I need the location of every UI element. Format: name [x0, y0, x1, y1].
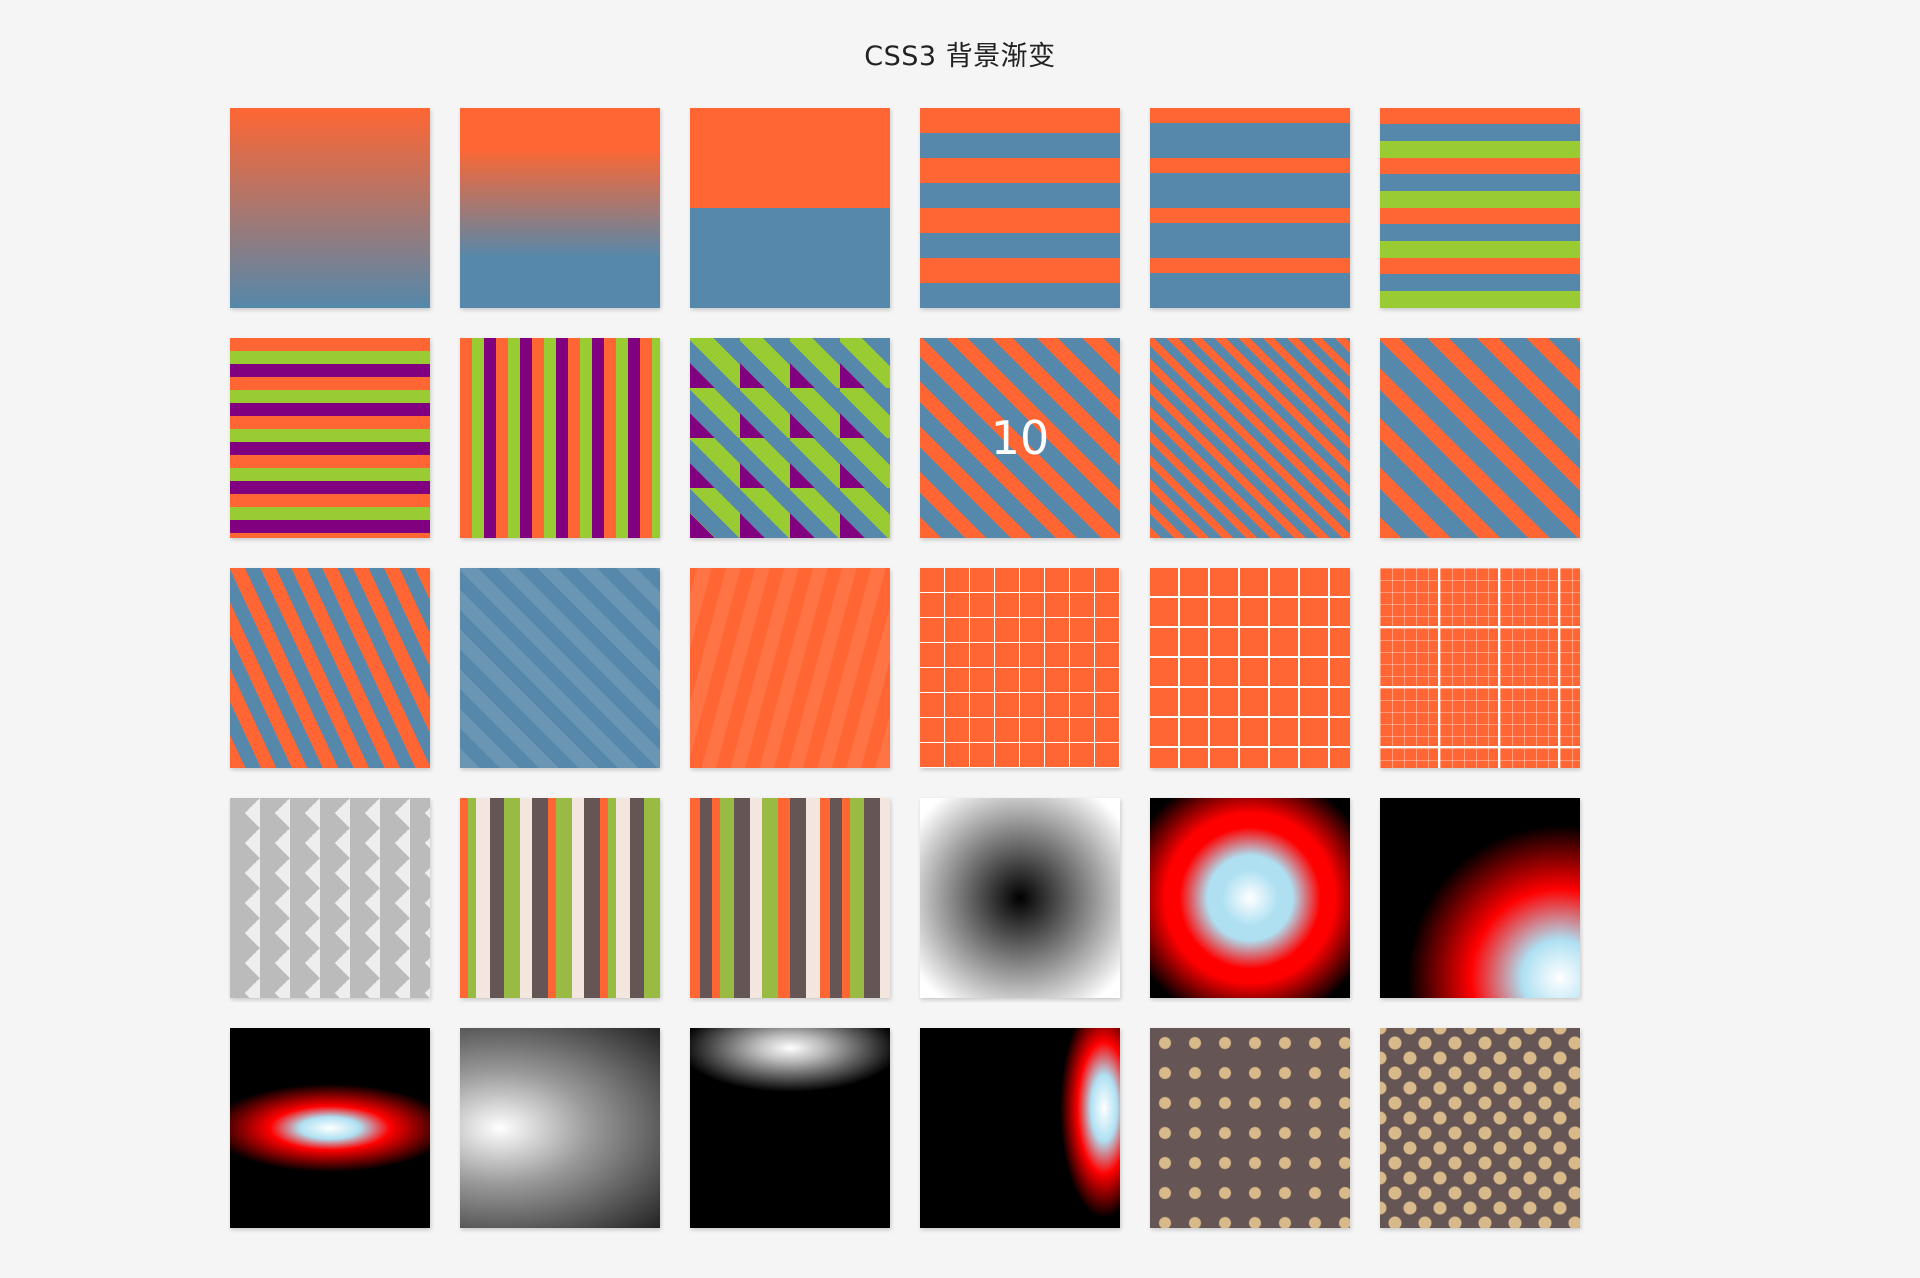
gradient-tile-18[interactable]: [1380, 568, 1580, 768]
gradient-tile-8[interactable]: [460, 338, 660, 538]
gradient-tile-21[interactable]: [690, 798, 890, 998]
gradient-tile-30[interactable]: [1380, 1028, 1580, 1228]
gradient-tile-26[interactable]: [460, 1028, 660, 1228]
gradient-tile-6[interactable]: [1380, 108, 1580, 308]
gradient-tile-5[interactable]: [1150, 108, 1350, 308]
gradient-tile-2[interactable]: [460, 108, 660, 308]
gradient-tile-16[interactable]: [920, 568, 1120, 768]
page-title: CSS3 背景渐变: [864, 41, 1056, 72]
gradient-tile-22[interactable]: [920, 798, 1120, 998]
gradient-tile-11[interactable]: [1150, 338, 1350, 538]
gradient-tile-12[interactable]: [1380, 338, 1580, 538]
gradient-tile-17[interactable]: [1150, 568, 1350, 768]
gradient-tile-1[interactable]: [230, 108, 430, 308]
gradient-tile-4[interactable]: [920, 108, 1120, 308]
gradient-tile-10[interactable]: 10: [920, 338, 1120, 538]
gradient-tile-23[interactable]: [1150, 798, 1350, 998]
gradient-tile-14[interactable]: [460, 568, 660, 768]
gradient-tile-28[interactable]: [920, 1028, 1120, 1228]
gradient-tile-19[interactable]: [230, 798, 430, 998]
gradient-tile-27[interactable]: [690, 1028, 890, 1228]
gradient-tile-3[interactable]: [690, 108, 890, 308]
gradient-tile-20[interactable]: [460, 798, 660, 998]
gradient-tile-7[interactable]: [230, 338, 430, 538]
gradient-tile-29[interactable]: [1150, 1028, 1350, 1228]
gradient-tile-15[interactable]: [690, 568, 890, 768]
gradient-tile-9[interactable]: [690, 338, 890, 538]
gradient-tile-13[interactable]: [230, 568, 430, 768]
gradient-tile-24[interactable]: [1380, 798, 1580, 998]
gradient-tile-25[interactable]: [230, 1028, 430, 1228]
tile-number-label: 10: [990, 411, 1050, 465]
